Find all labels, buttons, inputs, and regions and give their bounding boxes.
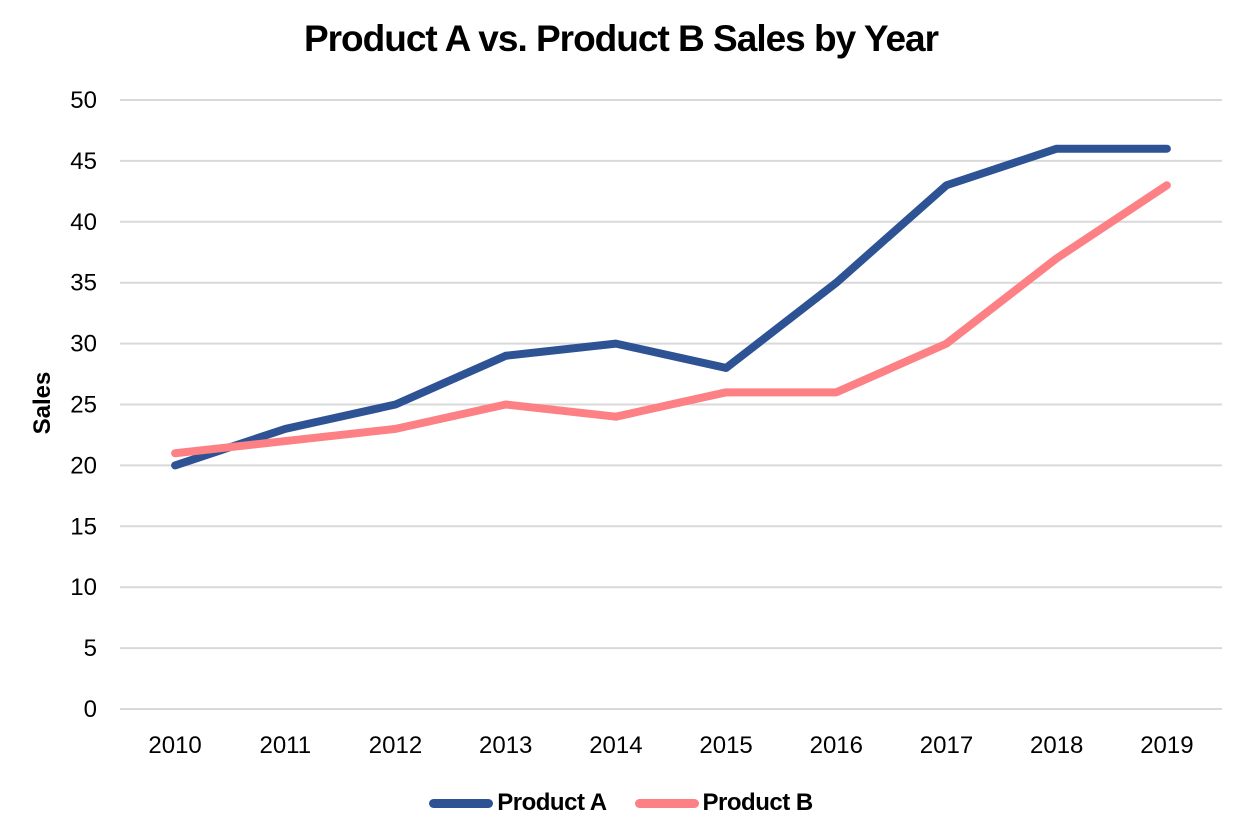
y-tick-label: 45 bbox=[70, 148, 97, 175]
x-tick-label: 2010 bbox=[148, 732, 201, 759]
y-tick-label: 5 bbox=[84, 635, 97, 662]
y-tick-label: 50 bbox=[70, 87, 97, 114]
legend-line-swatch-product-a bbox=[429, 798, 494, 808]
x-tick-label: 2014 bbox=[589, 732, 642, 759]
chart-title: Product A vs. Product B Sales by Year bbox=[303, 18, 939, 59]
y-tick-label: 0 bbox=[84, 696, 97, 723]
legend-label-product-a: Product A bbox=[497, 789, 607, 816]
series-line-product-a bbox=[171, 144, 1171, 470]
y-tick-label: 20 bbox=[70, 452, 97, 479]
y-tick-label: 25 bbox=[70, 392, 97, 419]
legend-entry-product-b: Product B bbox=[634, 789, 814, 817]
x-tick-label: 2018 bbox=[1030, 732, 1083, 759]
y-tick-label: 30 bbox=[70, 331, 97, 358]
x-tick-label: 2012 bbox=[369, 732, 422, 759]
x-tick-label: 2016 bbox=[810, 732, 863, 759]
x-tick-label: 2011 bbox=[259, 732, 311, 759]
legend-label-product-b: Product B bbox=[702, 789, 814, 816]
y-tick-label: 10 bbox=[70, 574, 97, 601]
x-tick-label: 2013 bbox=[479, 732, 532, 759]
x-tick-label: 2019 bbox=[1140, 732, 1193, 759]
y-tick-label: 15 bbox=[70, 513, 97, 540]
x-tick-label: 2015 bbox=[699, 732, 752, 759]
series-line-product-b bbox=[171, 181, 1171, 458]
x-tick-label: 2017 bbox=[920, 732, 973, 759]
y-tick-label: 35 bbox=[70, 270, 97, 297]
y-tick-label: 40 bbox=[70, 209, 97, 236]
legend-entry-product-a: Product A bbox=[429, 789, 607, 817]
legend-line-swatch-product-b bbox=[634, 798, 699, 808]
legend: Product A Product B bbox=[0, 789, 1242, 817]
